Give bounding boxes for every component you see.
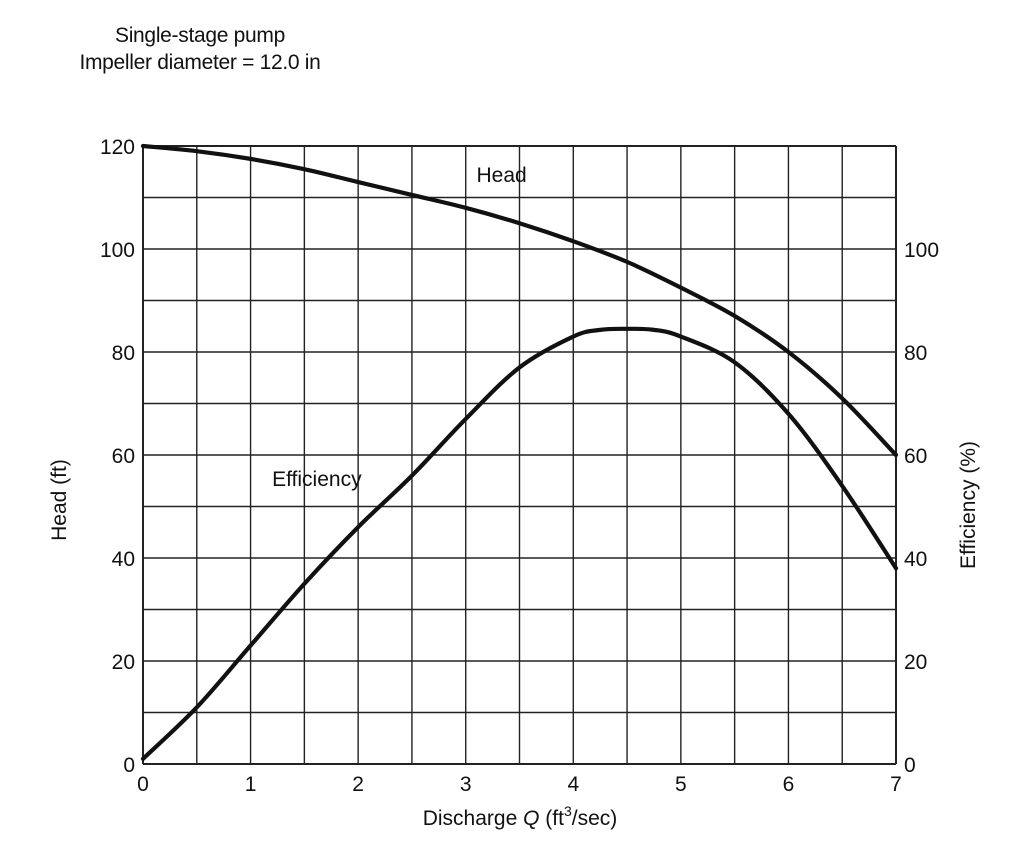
labels-layer: Head Efficiency: [272, 164, 527, 491]
y2-tick-label: 100: [904, 239, 939, 262]
y2-tick-label: 60: [904, 445, 927, 468]
series-annotation-0: Head: [476, 164, 526, 187]
y2-tick-label: 80: [904, 342, 927, 365]
y2-axis-title: Efficiency (%): [957, 441, 980, 569]
series-line-1: [140, 326, 899, 761]
x-tick-label: 1: [245, 773, 257, 796]
x-tick-label: 6: [783, 773, 795, 796]
series-layer: [140, 143, 899, 761]
x-tick-label: 2: [352, 773, 364, 796]
y-tick-label: 120: [100, 136, 135, 159]
series-annotation-1: Efficiency: [272, 468, 362, 491]
y-tick-label: 0: [123, 754, 135, 777]
y2-tick-label: 20: [904, 651, 927, 674]
x-tick-label: 5: [675, 773, 687, 796]
chart-subtitle: Impeller diameter = 12.0 in: [79, 51, 321, 74]
y-axis-title: Head (ft): [48, 459, 71, 541]
x-tick-label: 0: [137, 773, 149, 796]
y-tick-label: 40: [112, 548, 135, 571]
x-axis-title: Discharge Q (ft3/sec): [423, 803, 618, 830]
y-tick-label: 100: [100, 239, 135, 262]
x-tick-label: 7: [890, 773, 902, 796]
y-tick-label: 60: [112, 445, 135, 468]
x-tick-label: 3: [460, 773, 472, 796]
chart-title-block: Single-stage pump Impeller diameter = 12…: [50, 22, 350, 76]
x-tick-label: 4: [567, 773, 579, 796]
y2-tick-label: 40: [904, 548, 927, 571]
chart-title: Single-stage pump: [114, 24, 285, 47]
y-tick-label: 80: [112, 342, 135, 365]
y2-tick-label: 0: [904, 754, 916, 777]
y-tick-label: 20: [112, 651, 135, 674]
grid: [142, 145, 897, 765]
series-line-0: [140, 143, 899, 458]
